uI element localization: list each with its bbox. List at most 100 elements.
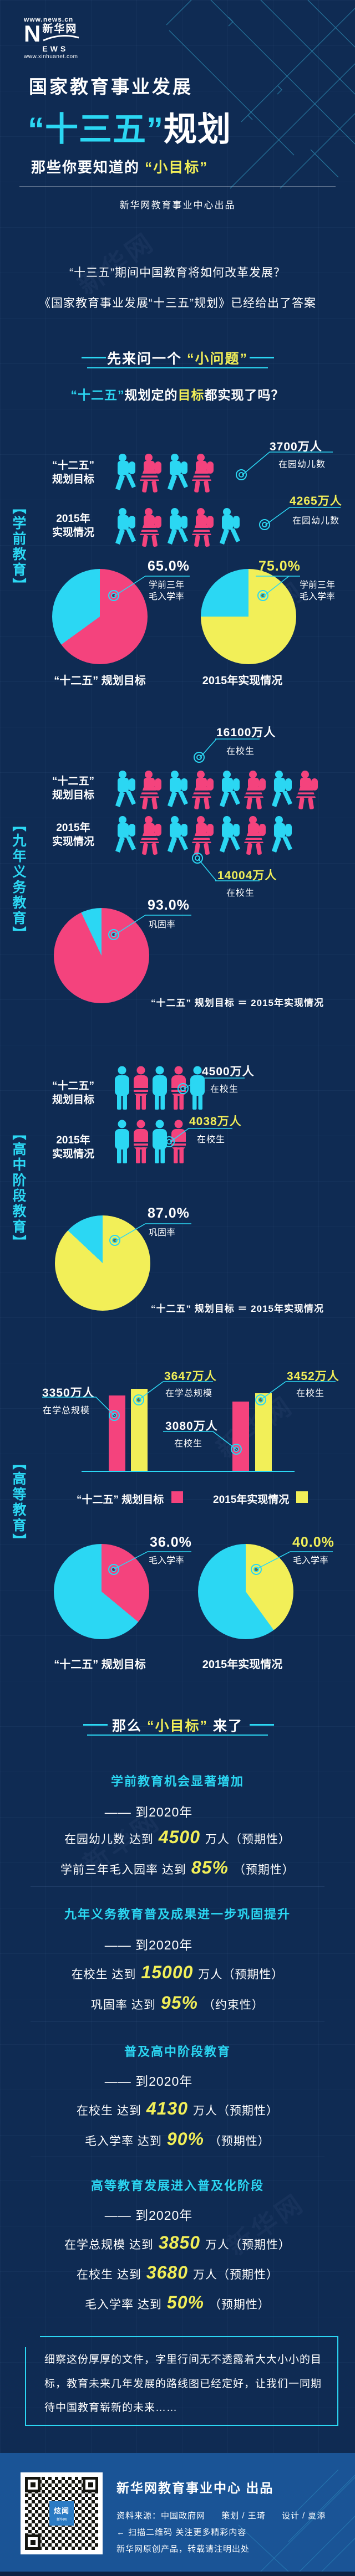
callout-target-icon xyxy=(251,1564,262,1575)
pie-label-line2: 毛入学率 xyxy=(149,592,185,602)
goal-pre: 在园幼儿数 达到 xyxy=(64,1833,154,1846)
row-label-line1: 2015年 xyxy=(56,1135,90,1146)
callout-target-icon xyxy=(108,1564,119,1575)
callout-target-icon xyxy=(108,590,119,601)
question-mid: 规划定的 xyxy=(124,388,178,402)
pie-title-2015: 2015年实现情况 xyxy=(202,675,283,687)
measure-highschool-2015: 在校生 xyxy=(197,1135,226,1145)
title-quoted-135: “十三五” xyxy=(28,111,164,148)
girl-student-icon xyxy=(192,507,216,548)
goal-number: 4500 xyxy=(158,1827,201,1847)
measure-compulsory-plan: 在校生 xyxy=(226,747,255,756)
bar-value-3350: 3350万人 xyxy=(42,1387,95,1399)
boy-student-icon xyxy=(270,770,295,811)
pie-label-87: 巩固率 xyxy=(149,1228,176,1238)
goal-item: 巩固率 达到 95% （约束性） xyxy=(0,1993,355,2013)
rail-higher-ed: 【高等教育】 xyxy=(11,1456,26,1549)
divider1-pre: 先来问一个 xyxy=(107,351,182,367)
callout-target-icon xyxy=(109,1235,120,1246)
girl-student-icon xyxy=(140,770,164,811)
goal-pre: 在校生 达到 xyxy=(76,2105,141,2117)
legend-plan-label: “十二五” 规划目标 xyxy=(77,1494,164,1506)
goal-pre: 毛入学率 达到 xyxy=(85,2135,162,2148)
goal-suffix: （预期性） xyxy=(233,1864,295,1876)
girl-student-icon xyxy=(133,1120,149,1166)
page-title-plan: “十三五”规划 xyxy=(28,102,231,151)
equals-note: “十二五” 规划目标 ＝ 2015年实现情况 xyxy=(151,998,324,1008)
goal-heading-preschool: 学前教育机会显著增加 xyxy=(110,1774,244,1788)
pie-value-36: 36.0% xyxy=(150,1535,192,1550)
row-label-2015: 2015年 实现情况 xyxy=(41,512,105,540)
row-label-line2: 规划目标 xyxy=(52,474,94,485)
boy-student-icon xyxy=(114,1066,130,1112)
goal-item: 在园幼儿数 达到 4500 万人（预期性） xyxy=(0,1827,355,1848)
boy-student-icon xyxy=(114,1120,130,1166)
page-subtitle: 那些你要知道的 “小目标” xyxy=(31,156,208,177)
girl-student-icon xyxy=(140,507,164,548)
when-dash: —— xyxy=(104,1805,131,1819)
legend-2015-swatch xyxy=(296,1491,308,1503)
question-suffix: 都实现了吗？ xyxy=(204,388,285,402)
divider-dash-left xyxy=(82,357,106,358)
callout-target-icon xyxy=(164,1136,175,1147)
when-year: 到2020年 xyxy=(135,1805,193,1819)
goal-when: —— 到2020年 xyxy=(0,1934,326,1953)
boy-student-icon xyxy=(114,770,138,811)
goal-number: 3680 xyxy=(146,2262,189,2282)
value-compulsory-plan: 16100万人 xyxy=(216,726,276,739)
qr-code: 炫闻 新华网 xyxy=(21,2472,103,2554)
boy-student-icon xyxy=(218,815,242,856)
pie-higher-plan xyxy=(54,1544,149,1639)
rail-compulsory: 【九年义务教育】 xyxy=(11,818,26,942)
boy-student-icon xyxy=(151,1066,168,1112)
callout-target-icon xyxy=(133,1394,144,1405)
value-preschool-2015: 4265万人 xyxy=(290,495,342,507)
girl-student-icon xyxy=(133,1066,149,1112)
quote-border-left xyxy=(25,2347,26,2425)
bar-2015-enrolled xyxy=(255,1393,272,1471)
row-label-line1: 2015年 xyxy=(56,513,90,525)
header-credit: 新华网教育事业中心出品 xyxy=(119,200,236,211)
equals-note: “十二五” 规划目标 ＝ 2015年实现情况 xyxy=(151,1304,324,1314)
when-year: 到2020年 xyxy=(135,2208,193,2223)
footer-source: 资料来源：中国政府网 xyxy=(116,2511,206,2521)
bar-value-3080: 3080万人 xyxy=(165,1420,218,1433)
bar-plan-total xyxy=(109,1395,125,1471)
legend-plan-swatch xyxy=(171,1491,183,1503)
bar-value-3647: 3647万人 xyxy=(164,1370,217,1383)
logo-ews-letters: EWS xyxy=(42,44,69,53)
row-label-2015: 2015年 实现情况 xyxy=(41,821,105,849)
qr-eye-icon xyxy=(83,2477,98,2492)
girl-student-icon xyxy=(296,770,321,811)
pie-compulsory-rate xyxy=(54,908,149,1003)
quote-border-top xyxy=(40,2336,338,2337)
divider-underline xyxy=(87,367,268,368)
rail-preschool: 【学前教育】 xyxy=(11,500,26,593)
qr-logo-subtext: 新华网 xyxy=(56,2518,67,2522)
goal-item: 毛入学率 达到 90% （预期性） xyxy=(0,2129,355,2149)
divider-dash-right xyxy=(250,1724,274,1726)
goal-item: 学前三年毛入园率 达到 85% （预期性） xyxy=(0,1857,355,1878)
divider2-highlight: “小目标” xyxy=(146,1718,208,1734)
intro-line-2: 《国家教育事业发展“十三五”规划》已经给出了答案 xyxy=(39,297,316,310)
bar-value-3452: 3452万人 xyxy=(287,1370,339,1383)
xinhuanet-logo: www.news.cn N 新华网 EWS www.xinhuanet.com xyxy=(24,16,80,60)
goal-suffix: 万人（预期性） xyxy=(198,1968,284,1981)
question-125: “十二五” xyxy=(70,388,125,402)
measure-highschool-plan: 在校生 xyxy=(210,1085,239,1094)
when-dash: —— xyxy=(104,2208,131,2223)
divider1-highlight: “小问题” xyxy=(186,351,248,367)
goal-item: 在校生 达到 4130 万人（预期性） xyxy=(0,2098,355,2119)
goal-pre: 毛入学率 达到 xyxy=(85,2298,162,2311)
goal-heading-higher: 高等教育发展进入普及化阶段 xyxy=(90,2179,264,2193)
header-divider xyxy=(19,186,336,187)
qr-eye-icon xyxy=(25,2534,40,2550)
goal-suffix: （预期性） xyxy=(209,2135,270,2148)
when-dash: —— xyxy=(104,2074,131,2088)
goal-suffix: 万人（预期性） xyxy=(193,2269,279,2281)
intro-line-1: “十三五”期间中国教育将如何改革发展？ xyxy=(69,266,286,279)
question-line: “十二五”规划定的目标都实现了吗？ xyxy=(0,384,355,403)
divider-dash-right xyxy=(250,357,274,358)
quote-border-bottom xyxy=(25,2425,338,2426)
